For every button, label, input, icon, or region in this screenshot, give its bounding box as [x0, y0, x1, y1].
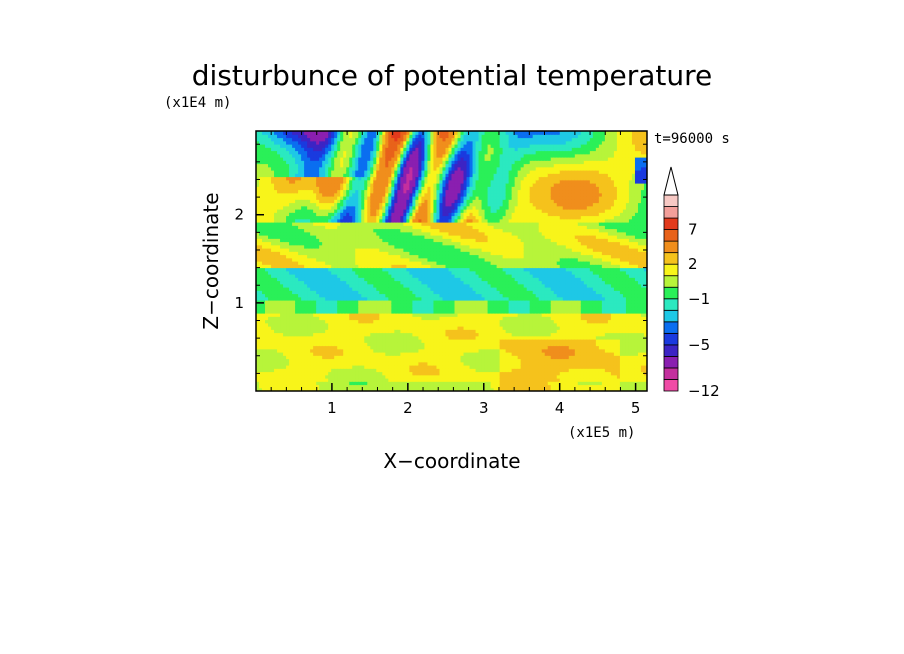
chart-title: disturbunce of potential temperature [192, 59, 713, 92]
colorbar-swatch [663, 263, 679, 277]
colorbar-swatch [663, 194, 679, 207]
x-axis-label: X−coordinate [383, 449, 520, 473]
colorbar-tick-label: −12 [688, 382, 720, 400]
colorbar-swatch [663, 356, 679, 369]
x-tick-label: 1 [327, 399, 337, 417]
colorbar-swatch [663, 321, 679, 334]
colorbar-tick-label: −5 [688, 336, 710, 354]
colorbar-swatch [663, 286, 679, 300]
colorbar-swatch [663, 229, 679, 242]
colorbar: 7 2 −1 −5 −12 [663, 166, 720, 400]
colorbar-swatch [663, 379, 679, 392]
colorbar-tick-label: 2 [688, 255, 698, 273]
colorbar-tick-label: 7 [688, 221, 698, 239]
y-axis-label: Z−coordinate [199, 192, 223, 329]
y-tick-label: 2 [234, 206, 244, 224]
colorbar-swatch [663, 367, 679, 380]
plot-frame [255, 130, 648, 392]
x-unit-label: (x1E5 m) [568, 425, 635, 441]
colorbar-swatch [663, 206, 679, 219]
x-tick-label: 2 [403, 399, 413, 417]
colorbar-swatch [663, 240, 679, 254]
colorbar-tick-label: −1 [688, 290, 710, 308]
colorbar-swatch [663, 298, 679, 311]
x-tick-label: 5 [631, 399, 641, 417]
colorbar-swatch [663, 217, 679, 230]
colorbar-swatch [663, 344, 679, 357]
axes: 1 2 3 4 5 1 2 [234, 131, 647, 417]
colorbar-swatch [663, 252, 679, 265]
time-label: t=96000 s [654, 131, 730, 147]
x-tick-label: 4 [555, 399, 565, 417]
x-tick-label: 3 [479, 399, 489, 417]
colorbar-extend-arrow [663, 166, 679, 196]
heatmap-field [256, 131, 647, 391]
colorbar-swatch [663, 275, 679, 288]
colorbar-swatch [663, 309, 679, 323]
colorbar-swatch [663, 332, 679, 346]
y-tick-label: 1 [234, 294, 244, 312]
y-unit-label: (x1E4 m) [164, 95, 231, 111]
